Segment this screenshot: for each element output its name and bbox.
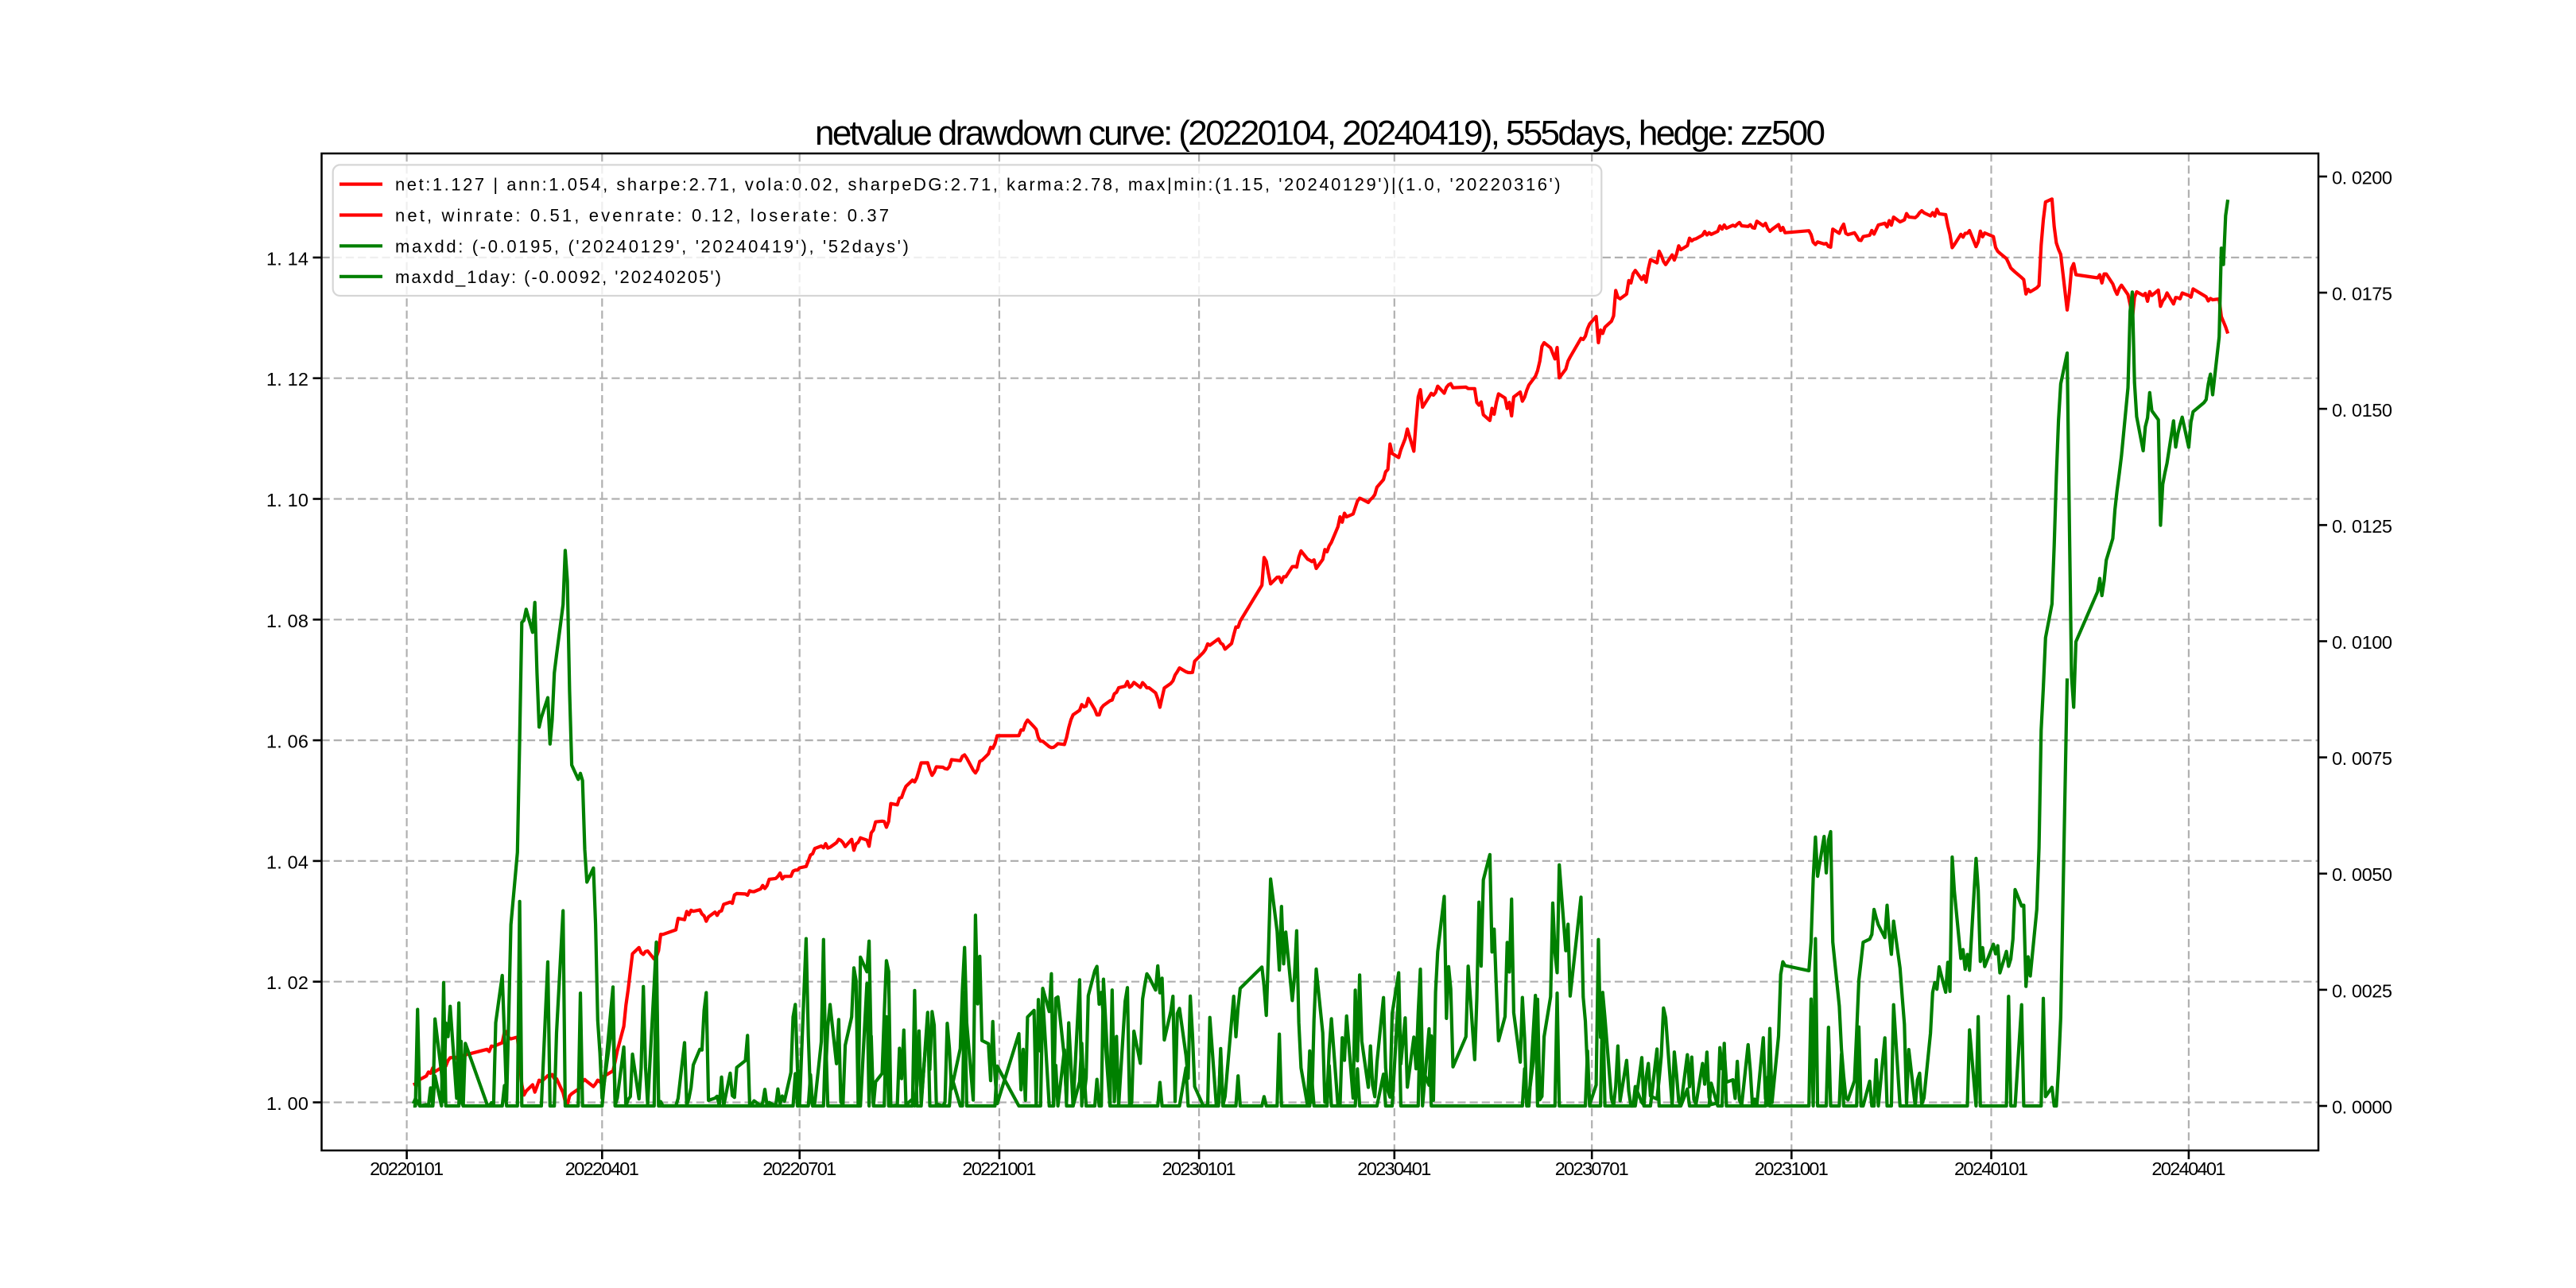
svg-text:0. 0000: 0. 0000 <box>2332 1097 2392 1118</box>
svg-text:1. 02: 1. 02 <box>266 972 308 993</box>
svg-text:20220701: 20220701 <box>762 1158 836 1179</box>
svg-text:1. 14: 1. 14 <box>266 248 308 269</box>
svg-text:20230101: 20230101 <box>1162 1158 1236 1179</box>
svg-text:netvalue drawdown curve: (2022: netvalue drawdown curve: (20220104, 2024… <box>815 114 1825 153</box>
svg-text:20240101: 20240101 <box>1954 1158 2028 1179</box>
svg-text:20221001: 20221001 <box>962 1158 1036 1179</box>
svg-text:1. 04: 1. 04 <box>266 852 308 872</box>
svg-text:0. 0150: 0. 0150 <box>2332 400 2392 421</box>
svg-text:maxdd_1day: (-0.0092, '2024020: maxdd_1day: (-0.0092, '20240205') <box>395 267 721 287</box>
svg-text:20230401: 20230401 <box>1357 1158 1431 1179</box>
svg-text:1. 10: 1. 10 <box>266 490 308 510</box>
svg-text:20231001: 20231001 <box>1755 1158 1829 1179</box>
svg-text:1. 00: 1. 00 <box>266 1093 308 1114</box>
svg-text:1. 08: 1. 08 <box>266 611 308 631</box>
svg-text:20220401: 20220401 <box>565 1158 639 1179</box>
svg-text:1. 12: 1. 12 <box>266 369 308 390</box>
svg-text:0. 0100: 0. 0100 <box>2332 632 2392 653</box>
svg-text:net:1.127 | ann:1.054, sharpe:: net:1.127 | ann:1.054, sharpe:2.71, vola… <box>395 175 1561 195</box>
svg-text:1. 06: 1. 06 <box>266 731 308 752</box>
svg-text:0. 0050: 0. 0050 <box>2332 864 2392 885</box>
svg-text:maxdd: (-0.0195, ('20240129',: maxdd: (-0.0195, ('20240129', '20240419'… <box>395 236 909 256</box>
svg-text:0. 0200: 0. 0200 <box>2332 168 2392 188</box>
svg-text:0. 0175: 0. 0175 <box>2332 284 2392 305</box>
svg-text:20230701: 20230701 <box>1555 1158 1629 1179</box>
svg-text:0. 0125: 0. 0125 <box>2332 516 2392 537</box>
svg-text:0. 0025: 0. 0025 <box>2332 980 2392 1001</box>
svg-text:0. 0075: 0. 0075 <box>2332 748 2392 769</box>
svg-text:20240401: 20240401 <box>2151 1158 2225 1179</box>
svg-text:20220101: 20220101 <box>370 1158 444 1179</box>
svg-text:net, winrate: 0.51, evenrate:: net, winrate: 0.51, evenrate: 0.12, lose… <box>395 206 889 226</box>
